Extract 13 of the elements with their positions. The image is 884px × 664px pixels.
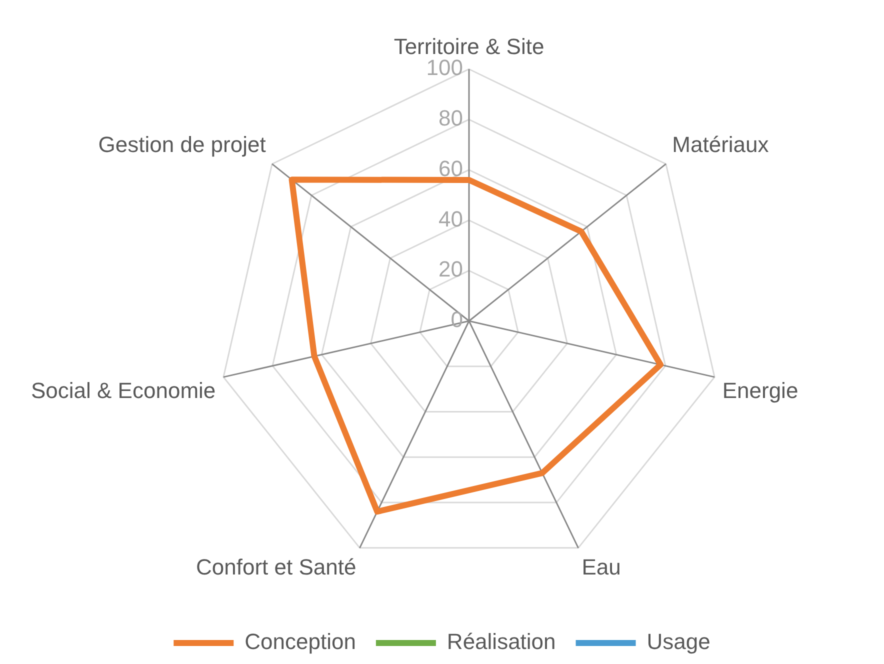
spoke-label: Gestion de projet (98, 132, 266, 157)
legend-label: Usage (646, 629, 710, 654)
spoke-label: Confort et Santé (196, 554, 356, 580)
spoke-label: Eau (582, 554, 621, 580)
spoke-label: Matériaux (672, 132, 769, 157)
y-tick-label: 80 (438, 106, 463, 131)
spoke-label: Social & Economie (30, 378, 216, 404)
y-tick-label: 40 (438, 206, 463, 232)
legend-label: Réalisation (446, 629, 556, 654)
y-tick-label: 60 (438, 156, 463, 181)
legend-label: Conception (244, 629, 356, 654)
y-tick-label: 20 (438, 256, 463, 282)
spoke-label: Energie (722, 378, 798, 404)
